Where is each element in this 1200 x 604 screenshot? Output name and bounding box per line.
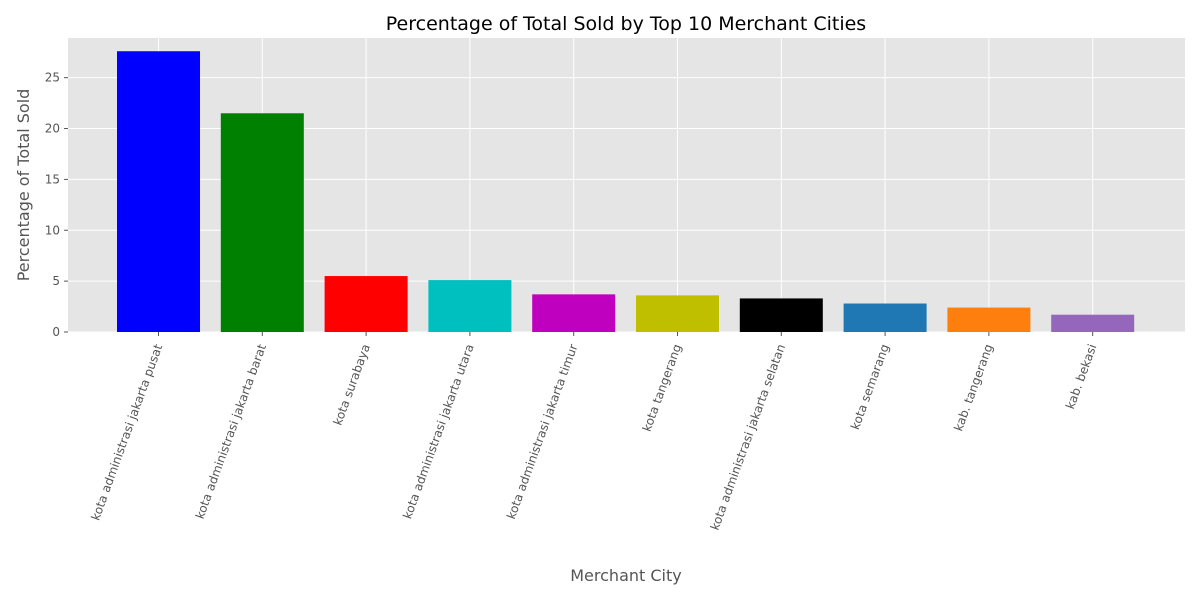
y-tick-label: 10 [45,223,60,237]
y-tick-label: 15 [45,172,60,186]
y-tick-label: 20 [45,122,60,136]
chart-title: Percentage of Total Sold by Top 10 Merch… [386,13,866,35]
bar [1051,314,1135,332]
y-tick-label: 0 [52,325,60,339]
x-tick-label: kota administrasi jakarta pusat [88,342,165,522]
bar [843,303,927,332]
x-tick-label: kota administrasi jakarta selatan [708,342,788,532]
bar [739,298,823,332]
x-tick-label: kota administrasi jakarta barat [193,342,269,521]
bar [324,276,408,332]
bar [220,113,304,332]
x-tick-label: kota tangerang [640,342,685,433]
bars [117,51,1135,332]
x-tick-label: kab. tangerang [951,342,995,433]
bar [947,307,1031,332]
x-tick-label: kota surabaya [331,342,373,427]
x-tick-label: kota semarang [848,342,892,431]
x-axis-ticks: kota administrasi jakarta pusat kota admi… [88,332,1100,532]
y-tick-label: 25 [45,71,60,85]
bar [636,295,719,332]
y-axis-ticks: 0 5 10 15 20 25 [45,71,68,339]
x-tick-label: kab. bekasi [1063,342,1099,411]
x-tick-label: kota administrasi jakarta timur [504,342,581,521]
bar [117,51,200,332]
y-axis-title: Percentage of Total Sold [14,89,33,282]
x-tick-label: kota administrasi jakarta utara [400,342,476,520]
x-axis-title: Merchant City [570,566,681,585]
bar [532,294,616,332]
y-tick-label: 5 [52,274,60,288]
bar [428,280,512,332]
